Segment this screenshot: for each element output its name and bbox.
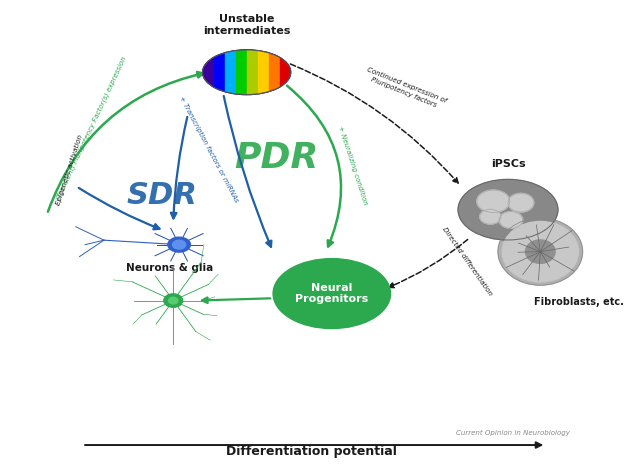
Text: Differentiation potential: Differentiation potential xyxy=(226,445,397,458)
Text: + Transcription factors or miRNAs: + Transcription factors or miRNAs xyxy=(178,95,239,203)
Text: Directed differentiation: Directed differentiation xyxy=(441,226,493,296)
Ellipse shape xyxy=(477,190,510,212)
Ellipse shape xyxy=(508,193,534,212)
Text: iPSCs: iPSCs xyxy=(491,159,525,169)
Ellipse shape xyxy=(168,297,178,304)
Bar xyxy=(235,50,247,95)
Bar xyxy=(268,50,280,95)
Text: Continued expression of
Pluripotency factors: Continued expression of Pluripotency fac… xyxy=(363,67,448,110)
Ellipse shape xyxy=(203,50,291,95)
Text: Epigenetic activation: Epigenetic activation xyxy=(55,134,84,206)
Text: Unstable
intermediates: Unstable intermediates xyxy=(203,14,291,36)
Bar xyxy=(247,50,258,95)
Text: PDR: PDR xyxy=(234,142,318,175)
Text: Neurons & glia: Neurons & glia xyxy=(126,263,213,273)
Bar xyxy=(213,50,225,95)
Ellipse shape xyxy=(173,240,185,249)
Ellipse shape xyxy=(203,50,291,95)
Text: (Transient) Pluripotency Factor(s) expression: (Transient) Pluripotency Factor(s) expre… xyxy=(54,55,127,201)
Bar xyxy=(203,50,213,95)
Text: Fibroblasts, etc.: Fibroblasts, etc. xyxy=(534,297,624,307)
Ellipse shape xyxy=(458,179,558,240)
Circle shape xyxy=(498,218,582,285)
Bar xyxy=(258,50,268,95)
Circle shape xyxy=(502,221,579,282)
Bar xyxy=(225,50,235,95)
Circle shape xyxy=(525,240,555,263)
Ellipse shape xyxy=(480,209,501,224)
Text: Current Opinion in Neurobiology: Current Opinion in Neurobiology xyxy=(456,430,570,436)
Ellipse shape xyxy=(499,212,523,228)
Ellipse shape xyxy=(168,237,191,252)
Text: Neural
Progenitors: Neural Progenitors xyxy=(295,283,368,304)
Text: SDR: SDR xyxy=(126,181,197,210)
Bar xyxy=(280,50,291,95)
Text: + Neuralizing condition: + Neuralizing condition xyxy=(337,125,368,206)
Ellipse shape xyxy=(164,294,183,307)
Ellipse shape xyxy=(273,259,391,329)
